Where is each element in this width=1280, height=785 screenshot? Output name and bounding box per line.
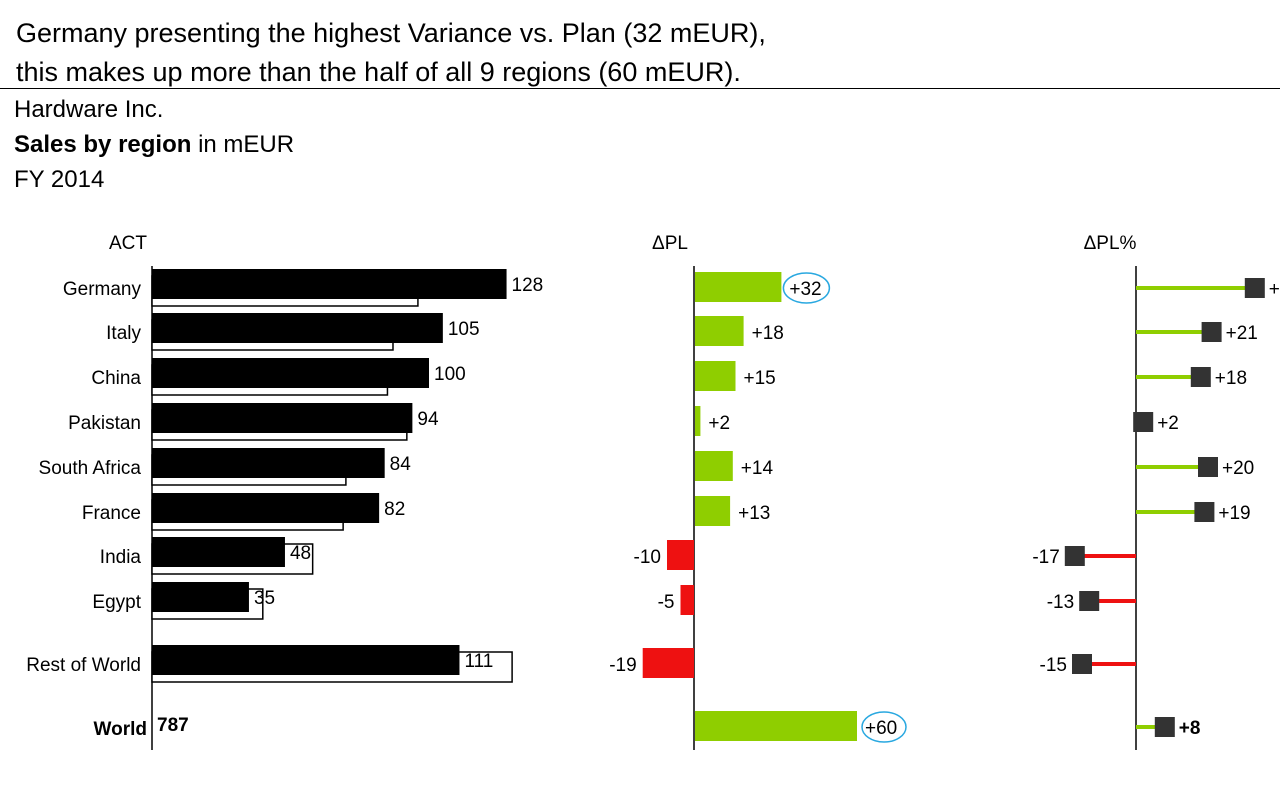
category-label: France bbox=[82, 503, 141, 524]
category-label: China bbox=[91, 368, 141, 389]
act-value-label: 84 bbox=[390, 454, 412, 475]
dpl-bar bbox=[695, 316, 744, 346]
category-label: Egypt bbox=[92, 592, 141, 613]
dpl-bar bbox=[695, 272, 782, 302]
dpl-value-label: -19 bbox=[609, 655, 636, 676]
headline: Germany presenting the highest Variance … bbox=[16, 14, 766, 92]
dpl-bar bbox=[695, 361, 736, 391]
dplpct-value-label: + bbox=[1269, 279, 1280, 300]
total-highlight-ring bbox=[861, 711, 907, 743]
dpl-bar bbox=[680, 585, 694, 615]
total-dpl-label: +60 bbox=[865, 718, 897, 739]
panel-title-dpl: ΔPL bbox=[652, 233, 688, 254]
act-value-label: 94 bbox=[417, 409, 439, 430]
act-bar bbox=[152, 448, 385, 478]
dpl-value-label: +18 bbox=[752, 323, 784, 344]
act-bar bbox=[152, 582, 249, 612]
measure-name: Sales by region bbox=[14, 131, 192, 158]
dplpct-marker bbox=[1198, 457, 1218, 477]
total-dpl-bar bbox=[695, 711, 857, 741]
dpl-bar bbox=[695, 406, 701, 436]
dplpct-value-label: -17 bbox=[1032, 547, 1059, 568]
act-bar bbox=[152, 358, 429, 388]
category-label: South Africa bbox=[39, 458, 142, 479]
act-bar bbox=[152, 537, 285, 567]
total-dplpct-marker bbox=[1154, 717, 1175, 737]
headline-divider bbox=[0, 88, 1280, 89]
dpl-bar bbox=[695, 451, 733, 481]
dplpct-value-label: +21 bbox=[1226, 323, 1258, 344]
dpl-value-label: +32 bbox=[789, 279, 821, 300]
dpl-value-label: +2 bbox=[708, 413, 730, 434]
headline-line-1: Germany presenting the highest Variance … bbox=[16, 18, 766, 48]
dplpct-marker bbox=[1194, 502, 1215, 522]
act-value-label: 100 bbox=[434, 364, 466, 385]
headline-line-2: this makes up more than the half of all … bbox=[16, 57, 741, 87]
dplpct-marker bbox=[1079, 591, 1100, 611]
dplpct-marker bbox=[1201, 322, 1222, 342]
dplpct-value-label: +19 bbox=[1218, 503, 1250, 524]
category-label: Italy bbox=[106, 323, 141, 344]
dplpct-value-label: -13 bbox=[1047, 592, 1074, 613]
act-bar bbox=[152, 645, 460, 675]
panel-title-act: ACT bbox=[109, 233, 147, 254]
category-label: Germany bbox=[63, 279, 142, 300]
measure-line: Sales by region in mEUR bbox=[14, 127, 294, 162]
dplpct-value-label: +20 bbox=[1222, 458, 1254, 479]
period: FY 2014 bbox=[14, 166, 105, 193]
chart-subtitle: Hardware Inc. Sales by region in mEUR FY… bbox=[14, 92, 294, 197]
dplpct-marker bbox=[1064, 546, 1085, 566]
category-label: Pakistan bbox=[68, 413, 141, 434]
dplpct-value-label: -15 bbox=[1040, 655, 1067, 676]
act-value-label: 35 bbox=[254, 588, 275, 609]
panel-title-dplpct: ΔPL% bbox=[1084, 233, 1137, 254]
act-value-label: 128 bbox=[512, 275, 544, 296]
measure-unit: in mEUR bbox=[191, 131, 295, 158]
category-label: Rest of World bbox=[26, 655, 141, 676]
dplpct-marker bbox=[1244, 278, 1265, 298]
dpl-bar bbox=[667, 540, 694, 570]
dplpct-value-label: +18 bbox=[1215, 368, 1247, 389]
dpl-value-label: -10 bbox=[634, 547, 661, 568]
act-value-label: 48 bbox=[290, 543, 311, 564]
act-value-label: 82 bbox=[384, 499, 405, 520]
dpl-value-label: -5 bbox=[658, 592, 675, 613]
highlight-ring bbox=[782, 272, 831, 304]
act-value-label: 111 bbox=[464, 651, 493, 672]
dplpct-value-label: +2 bbox=[1157, 413, 1179, 434]
dpl-bar bbox=[642, 648, 694, 678]
total-dplpct-label: +8 bbox=[1179, 718, 1201, 739]
dpl-value-label: +15 bbox=[744, 368, 776, 389]
act-bar bbox=[152, 269, 507, 299]
dplpct-marker bbox=[1190, 367, 1211, 387]
act-bar bbox=[152, 403, 413, 433]
dpl-value-label: +14 bbox=[741, 458, 774, 479]
dpl-bar bbox=[695, 496, 731, 526]
total-act-label: 787 bbox=[157, 715, 189, 736]
act-bar bbox=[152, 313, 443, 343]
dplpct-marker bbox=[1133, 412, 1154, 432]
act-value-label: 105 bbox=[448, 319, 480, 340]
dplpct-marker bbox=[1072, 654, 1092, 674]
company-name: Hardware Inc. bbox=[14, 96, 164, 123]
act-bar bbox=[152, 493, 380, 523]
total-category-label: World bbox=[94, 719, 147, 740]
dpl-value-label: +13 bbox=[738, 503, 770, 524]
category-label: India bbox=[100, 547, 142, 568]
